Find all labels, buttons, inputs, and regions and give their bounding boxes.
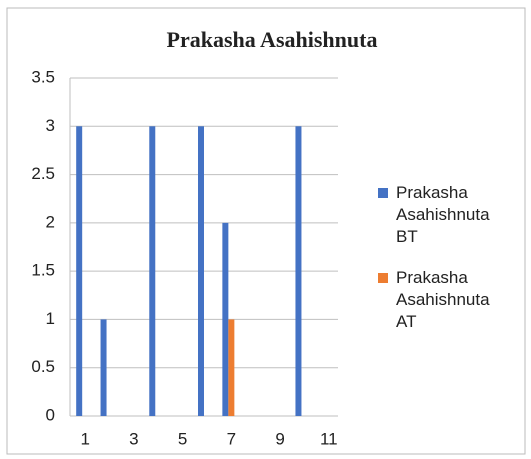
bar xyxy=(222,222,229,416)
y-tick-label: 0.5 xyxy=(31,357,55,376)
bar xyxy=(149,126,156,417)
y-tick-label: 3.5 xyxy=(31,67,55,86)
bar xyxy=(295,126,302,417)
x-tick-label: 1 xyxy=(80,429,89,448)
chart-border xyxy=(6,7,526,455)
legend-swatch xyxy=(378,188,388,198)
bar xyxy=(100,319,107,416)
x-tick-label: 5 xyxy=(178,429,187,448)
bar xyxy=(76,126,83,417)
legend-label: Prakasha Asahishnuta AT xyxy=(396,268,490,331)
y-tick-label: 2 xyxy=(46,212,55,231)
x-tick-label: 11 xyxy=(320,429,338,448)
y-tick-label: 3 xyxy=(46,116,55,135)
legend-swatch xyxy=(378,273,388,283)
y-tick-label: 1 xyxy=(46,309,55,328)
legend-label: Prakasha Asahishnuta BT xyxy=(396,183,490,246)
y-tick-label: 1.5 xyxy=(31,261,55,280)
x-tick-label: 3 xyxy=(129,429,138,448)
bar xyxy=(198,126,204,417)
y-tick-label: 0 xyxy=(46,405,55,424)
legend-item: Prakasha Asahishnuta AT xyxy=(378,267,503,333)
x-tick-label: 9 xyxy=(275,429,284,448)
x-tick-label: 7 xyxy=(227,429,236,448)
bar xyxy=(228,319,235,416)
y-tick-label: 2.5 xyxy=(31,164,55,183)
chart-title: Prakasha Asahishnuta xyxy=(167,27,378,52)
legend-item: Prakasha Asahishnuta BT xyxy=(378,182,503,248)
